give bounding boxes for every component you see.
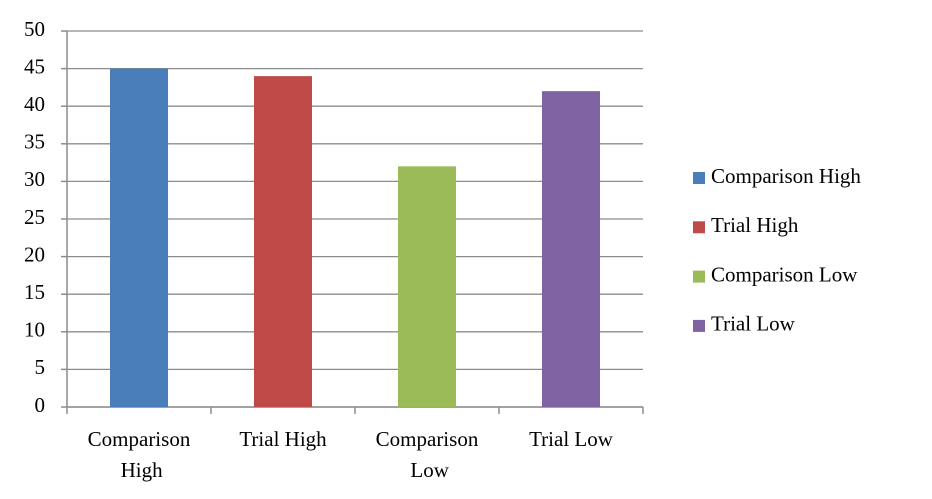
y-tick-label: 5 bbox=[35, 355, 46, 379]
y-tick-label: 10 bbox=[24, 318, 45, 342]
y-tick-label: 20 bbox=[24, 242, 45, 266]
legend-swatch bbox=[693, 270, 705, 283]
y-tick-label: 0 bbox=[35, 393, 46, 417]
bar bbox=[542, 91, 600, 407]
x-tick-label: Trial Low bbox=[529, 427, 614, 451]
y-tick-label: 40 bbox=[24, 92, 45, 116]
x-tick-label: Comparison High bbox=[88, 427, 191, 482]
legend-swatch bbox=[693, 221, 705, 234]
y-tick-label: 30 bbox=[24, 167, 45, 191]
bar bbox=[254, 76, 312, 408]
legend-label: Trial High bbox=[711, 213, 799, 237]
y-tick-label: 25 bbox=[24, 205, 45, 229]
legend-swatch bbox=[693, 172, 705, 184]
legend-swatch bbox=[693, 319, 705, 332]
legend-label: Trial Low bbox=[711, 312, 796, 336]
bar bbox=[398, 166, 456, 407]
y-tick-label: 15 bbox=[24, 280, 45, 304]
y-tick-label: 45 bbox=[24, 54, 45, 78]
legend-label: Comparison High bbox=[711, 164, 861, 188]
y-tick-label: 35 bbox=[24, 130, 45, 154]
y-tick-label: 50 bbox=[24, 17, 45, 41]
x-tick-label: Comparison Low bbox=[376, 427, 479, 482]
bar bbox=[110, 68, 168, 407]
legend-label: Comparison Low bbox=[711, 262, 858, 286]
x-tick-label: Trial High bbox=[239, 427, 327, 451]
